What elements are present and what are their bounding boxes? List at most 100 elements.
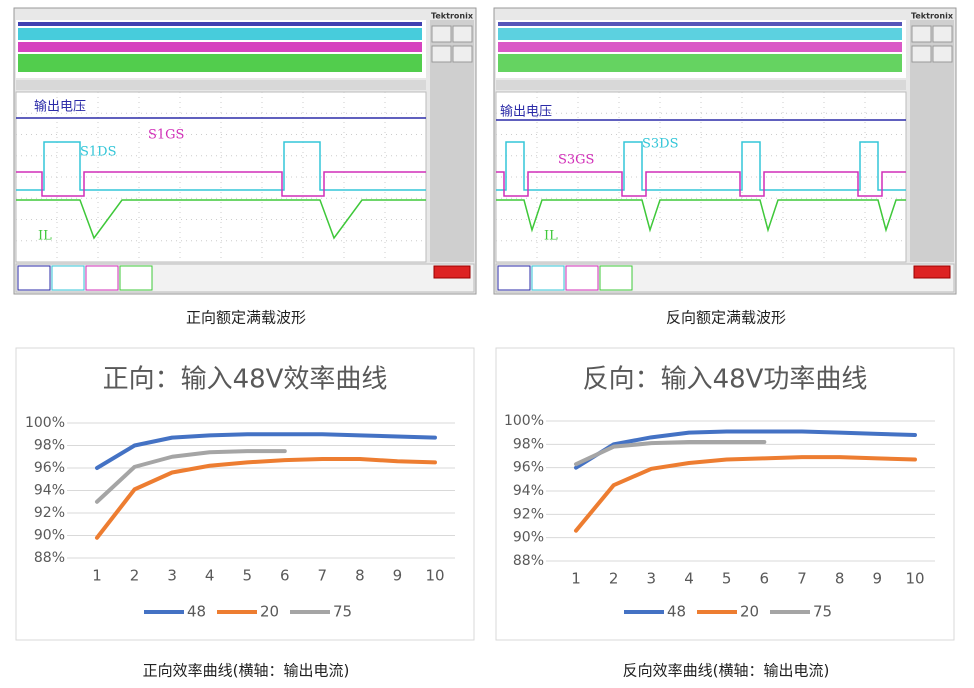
bottom-bar xyxy=(495,263,955,293)
side-button xyxy=(431,45,452,63)
x-tick-label: 4 xyxy=(684,570,694,588)
bottom-bar xyxy=(15,263,475,293)
overview-band xyxy=(498,42,902,52)
overview-band xyxy=(498,22,902,26)
caption: 反向额定满载波形 xyxy=(666,309,786,327)
y-tick-label: 100% xyxy=(25,415,65,431)
y-tick-label: 90% xyxy=(513,530,544,546)
x-tick-label: 6 xyxy=(760,570,770,588)
x-tick-label: 2 xyxy=(130,567,140,585)
waveform xyxy=(16,171,426,197)
y-tick-label: 100% xyxy=(504,413,544,429)
series-line xyxy=(574,440,767,467)
x-tick-label: 10 xyxy=(425,567,444,585)
overview-band xyxy=(18,54,422,72)
chart-frame xyxy=(15,347,475,641)
x-tick-label: 3 xyxy=(647,570,657,588)
overview-band xyxy=(498,54,902,72)
y-tick-label: 92% xyxy=(34,505,65,521)
status-bar xyxy=(16,80,426,90)
channel-box xyxy=(51,265,85,291)
y-tick-label: 96% xyxy=(34,460,65,476)
legend-label: 20 xyxy=(740,603,759,621)
signal-label: IL xyxy=(544,229,558,244)
waveform xyxy=(16,199,426,240)
signal-label: IL xyxy=(38,229,52,244)
side-button xyxy=(431,25,452,43)
legend-label: 75 xyxy=(333,603,352,621)
waveform xyxy=(16,141,426,191)
x-tick-label: 8 xyxy=(355,567,365,585)
legend-label: 48 xyxy=(667,603,686,621)
channel-box xyxy=(85,265,119,291)
y-tick-label: 92% xyxy=(513,506,544,522)
x-tick-label: 9 xyxy=(393,567,403,585)
x-tick-label: 2 xyxy=(609,570,619,588)
channel-box xyxy=(565,265,599,291)
y-tick-label: 98% xyxy=(34,438,65,454)
y-tick-label: 90% xyxy=(34,528,65,544)
chart-frame xyxy=(495,347,955,641)
side-button xyxy=(911,25,932,43)
caption: 正向额定满载波形 xyxy=(186,309,306,327)
side-button xyxy=(932,25,953,43)
signal-label: 输出电压 xyxy=(34,99,86,115)
run-button xyxy=(913,265,951,279)
caption: 正向效率曲线(横轴：输出电流) xyxy=(143,662,350,680)
x-tick-label: 4 xyxy=(205,567,215,585)
x-tick-label: 5 xyxy=(242,567,252,585)
legend-label: 75 xyxy=(813,603,832,621)
side-button xyxy=(452,45,473,63)
series-line xyxy=(95,449,287,504)
y-tick-label: 98% xyxy=(513,436,544,452)
channel-box xyxy=(17,265,51,291)
x-tick-label: 1 xyxy=(92,567,102,585)
overview-band xyxy=(18,28,422,40)
x-tick-label: 1 xyxy=(571,570,581,588)
chart-title: 反向：输入48V功率曲线 xyxy=(583,365,868,395)
overview-band xyxy=(18,22,422,26)
series-line xyxy=(95,432,437,470)
y-tick-label: 88% xyxy=(513,553,544,569)
channel-box xyxy=(497,265,531,291)
signal-label: S3DS xyxy=(642,137,679,152)
series-line xyxy=(574,455,917,533)
overview-band xyxy=(498,28,902,40)
waveform xyxy=(496,199,906,233)
x-tick-label: 5 xyxy=(722,570,732,588)
legend-label: 48 xyxy=(187,603,206,621)
waveform xyxy=(496,141,906,191)
x-tick-label: 3 xyxy=(167,567,177,585)
caption: 反向效率曲线(横轴：输出电流) xyxy=(623,662,830,680)
brand: Tektronix xyxy=(431,12,474,21)
brand: Tektronix xyxy=(911,12,954,21)
series-line xyxy=(95,457,437,540)
signal-label: S1DS xyxy=(80,145,117,160)
signal-label: S3GS xyxy=(558,153,594,168)
side-button xyxy=(452,25,473,43)
y-tick-label: 94% xyxy=(513,483,544,499)
channel-box xyxy=(119,265,153,291)
y-tick-label: 94% xyxy=(34,483,65,499)
run-button xyxy=(433,265,471,279)
waveform xyxy=(496,171,906,197)
x-tick-label: 8 xyxy=(835,570,845,588)
y-tick-label: 88% xyxy=(34,550,65,566)
x-tick-label: 7 xyxy=(797,570,807,588)
signal-label: S1GS xyxy=(148,128,184,143)
x-tick-label: 10 xyxy=(905,570,924,588)
x-tick-label: 9 xyxy=(873,570,883,588)
legend-label: 20 xyxy=(260,603,279,621)
channel-box xyxy=(531,265,565,291)
overview-band xyxy=(18,42,422,52)
x-tick-label: 6 xyxy=(280,567,290,585)
side-button xyxy=(911,45,932,63)
channel-box xyxy=(599,265,633,291)
chart-title: 正向：输入48V效率曲线 xyxy=(103,365,388,395)
signal-label: 输出电压 xyxy=(500,104,552,120)
x-tick-label: 7 xyxy=(318,567,328,585)
series-line xyxy=(574,429,917,470)
status-bar xyxy=(496,80,906,90)
scope-screenshot: Tektronix 输出电压 S3DS S3GS IL xyxy=(493,7,957,295)
